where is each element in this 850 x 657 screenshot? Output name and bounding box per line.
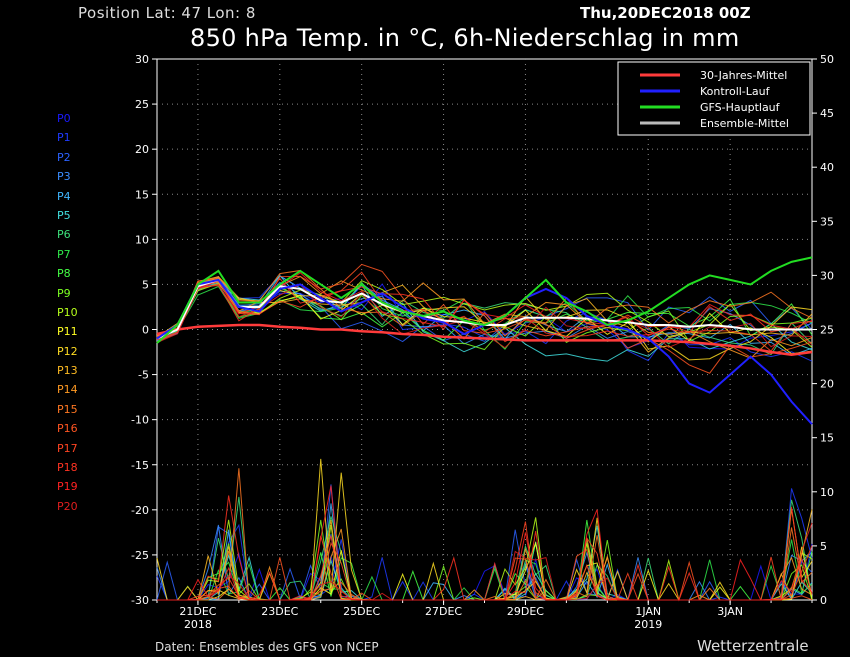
member-temp-line-p10: [156, 280, 813, 348]
right-tick-label: 30: [820, 269, 834, 282]
member-temp-line-p18: [156, 277, 813, 346]
x-tick-year: 2019: [634, 618, 662, 631]
member-precip-line-p0: [157, 543, 813, 602]
left-tick-label: -25: [131, 549, 149, 562]
right-tick-label: 5: [820, 540, 827, 553]
brand-label: Wetterzentrale: [697, 637, 809, 655]
right-tick-label: 45: [820, 107, 834, 120]
member-label-p6: P6: [57, 228, 71, 242]
member-label-p0: P0: [57, 112, 71, 125]
left-tick-label: -10: [131, 414, 149, 427]
member-label-p1: P1: [57, 131, 71, 145]
member-label-p2: P2: [57, 150, 71, 164]
member-label-p7: P7: [57, 247, 71, 261]
ensemble-member-list: P0 P1 P2 P3 P4 P5 P6 P7 P8 P9 P10 P11 P12 P13 P14 P15 P1…: [57, 109, 78, 516]
member-precip-line-p20: [157, 522, 813, 601]
member-precip-line-p7: [157, 539, 813, 601]
right-tick-label: 50: [820, 53, 834, 66]
member-precip-line-p9: [157, 519, 813, 601]
left-tick-label: 25: [135, 98, 149, 111]
member-label-p19: P19: [57, 480, 78, 494]
member-precip-line-p10: [157, 517, 813, 601]
member-label-p8: P8: [57, 267, 71, 281]
position-label: Position Lat: 47 Lon: 8: [78, 4, 256, 22]
ensemble-members: [156, 263, 813, 374]
series-line-gfs-hauptlauf: [156, 256, 813, 344]
member-precip-line-p12: [156, 458, 813, 601]
member-label-p14: P14: [57, 383, 78, 397]
left-tick-label: 5: [142, 278, 149, 291]
x-tick-label: 25DEC: [343, 605, 380, 618]
legend-label: GFS-Hauptlauf: [700, 101, 781, 114]
left-tick-label: 20: [135, 143, 149, 156]
right-tick-label: 25: [820, 324, 834, 337]
member-label-p10: P10: [57, 305, 78, 319]
x-tick-label: 27DEC: [425, 605, 462, 618]
x-tick-label: 1JAN: [635, 605, 661, 618]
precip-members: [156, 458, 813, 602]
right-tick-label: 40: [820, 161, 834, 174]
member-label-p3: P3: [57, 170, 71, 184]
member-label-p5: P5: [57, 208, 71, 222]
member-precip-line-p8: [157, 519, 813, 601]
data-source-note: Daten: Ensembles des GFS von NCEP: [155, 640, 379, 654]
x-tick-label: 3JAN: [717, 605, 743, 618]
member-label-p17: P17: [57, 441, 78, 455]
left-tick-label: 15: [135, 188, 149, 201]
right-tick-label: 10: [820, 486, 834, 499]
member-temp-line-p15: [156, 269, 813, 340]
x-tick-label: 29DEC: [507, 605, 544, 618]
member-label-p16: P16: [57, 422, 78, 436]
left-tick-label: 0: [142, 324, 149, 337]
member-label-p12: P12: [57, 344, 78, 358]
run-date: Thu,20DEC2018 00Z: [580, 4, 751, 22]
left-tick-label: 10: [135, 233, 149, 246]
legend-label: Ensemble-Mittel: [700, 117, 789, 130]
right-tick-label: 0: [820, 594, 827, 607]
member-label-p15: P15: [57, 402, 78, 416]
x-tick-label: 21DEC: [179, 605, 216, 618]
left-tick-label: 30: [135, 53, 149, 66]
left-tick-label: -20: [131, 504, 149, 517]
legend-label: Kontroll-Lauf: [700, 85, 771, 98]
series-line-30-jahres-mittel: [156, 323, 813, 357]
x-tick-label: 23DEC: [261, 605, 298, 618]
chart-title: 850 hPa Temp. in °C, 6h-Niederschlag in …: [190, 24, 740, 52]
right-tick-label: 15: [820, 432, 834, 445]
member-label-p13: P13: [57, 364, 78, 378]
legend: 30-Jahres-Mittel Kontroll-Lauf GFS-Hauptla…: [617, 61, 811, 136]
member-label-p11: P11: [57, 325, 78, 339]
x-tick-year: 2018: [184, 618, 212, 631]
left-tick-label: -5: [138, 369, 149, 382]
right-tick-label: 35: [820, 215, 834, 228]
member-label-p18: P18: [57, 461, 78, 475]
member-label-p20: P20: [57, 499, 78, 513]
legend-label: 30-Jahres-Mittel: [700, 69, 787, 82]
right-tick-label: 20: [820, 378, 834, 391]
left-tick-label: -30: [131, 594, 149, 607]
member-label-p4: P4: [57, 189, 71, 203]
member-label-p9: P9: [57, 286, 71, 300]
left-tick-label: -15: [131, 459, 149, 472]
